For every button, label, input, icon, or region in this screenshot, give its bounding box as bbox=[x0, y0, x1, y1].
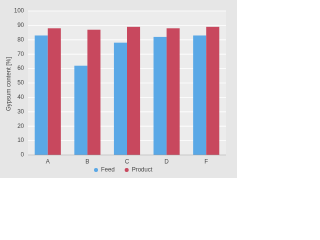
y-tick-label: 100 bbox=[14, 9, 25, 15]
y-tick-label: 70 bbox=[17, 52, 24, 58]
x-tick-label: A bbox=[46, 160, 50, 166]
bar bbox=[127, 26, 141, 156]
x-tick-label: C bbox=[125, 160, 130, 166]
x-tick-label: D bbox=[164, 160, 169, 166]
bar bbox=[193, 35, 207, 156]
legend-swatch bbox=[124, 168, 129, 172]
bar bbox=[113, 42, 127, 155]
y-tick-label: 80 bbox=[17, 37, 24, 43]
legend-label: Product bbox=[132, 168, 153, 174]
x-tick-label: B bbox=[85, 160, 89, 166]
y-tick-label: 10 bbox=[17, 138, 24, 144]
bar bbox=[166, 28, 180, 156]
y-tick-label: 20 bbox=[17, 124, 24, 130]
bar bbox=[153, 36, 167, 155]
bar bbox=[87, 29, 101, 155]
bar bbox=[74, 65, 88, 155]
legend-label: Feed bbox=[101, 168, 115, 174]
y-tick-label: 30 bbox=[17, 109, 24, 115]
chart: Gypsum content [%] 0 10 20 30 40 50 60 70 80 90 10… bbox=[0, 0, 237, 178]
y-tick-label: 0 bbox=[21, 153, 25, 159]
bar bbox=[206, 26, 220, 156]
y-tick-label: 90 bbox=[17, 23, 24, 29]
legend-swatch bbox=[94, 168, 98, 172]
x-tick-label: F bbox=[204, 160, 208, 166]
y-tick-label: 60 bbox=[17, 66, 24, 72]
bar bbox=[47, 28, 61, 156]
y-axis-label: Gypsum content [%] bbox=[7, 57, 13, 111]
page: {"chart_data": {"type": "bar", "y_label"… bbox=[0, 0, 237, 178]
y-tick-label: 50 bbox=[17, 81, 24, 87]
bar bbox=[34, 35, 48, 156]
y-tick-label: 40 bbox=[17, 95, 24, 101]
